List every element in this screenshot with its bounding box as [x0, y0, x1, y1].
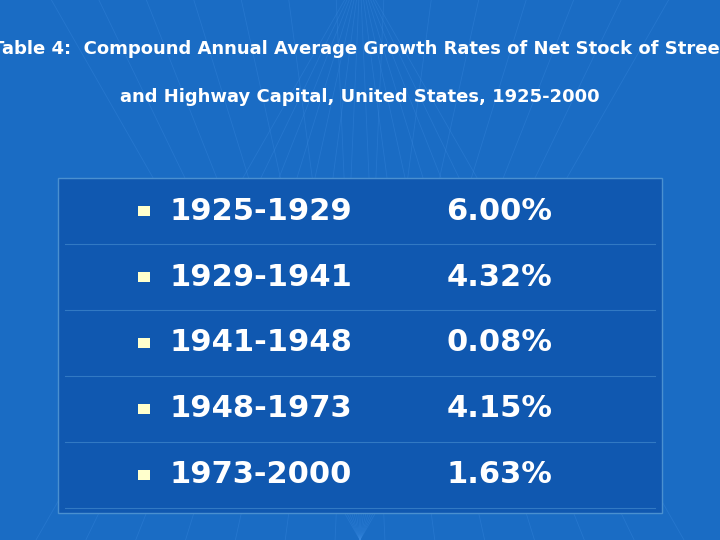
Text: 1929-1941: 1929-1941	[169, 262, 352, 292]
Bar	[138, 338, 150, 348]
Text: Table 4:  Compound Annual Average Growth Rates of Net Stock of Street: Table 4: Compound Annual Average Growth …	[0, 39, 720, 58]
Text: 1973-2000: 1973-2000	[169, 460, 351, 489]
Text: 0.08%: 0.08%	[446, 328, 552, 357]
Text: 1948-1973: 1948-1973	[169, 394, 352, 423]
Text: 1941-1948: 1941-1948	[169, 328, 352, 357]
Text: 1925-1929: 1925-1929	[169, 197, 352, 226]
Text: 6.00%: 6.00%	[446, 197, 552, 226]
Text: and Highway Capital, United States, 1925-2000: and Highway Capital, United States, 1925…	[120, 88, 600, 106]
Text: 1.63%: 1.63%	[446, 460, 552, 489]
Bar	[138, 404, 150, 414]
Bar	[138, 272, 150, 282]
Text: 4.15%: 4.15%	[446, 394, 552, 423]
Bar	[138, 470, 150, 480]
Text: 4.32%: 4.32%	[446, 262, 552, 292]
Bar	[58, 178, 662, 513]
Bar	[138, 206, 150, 216]
